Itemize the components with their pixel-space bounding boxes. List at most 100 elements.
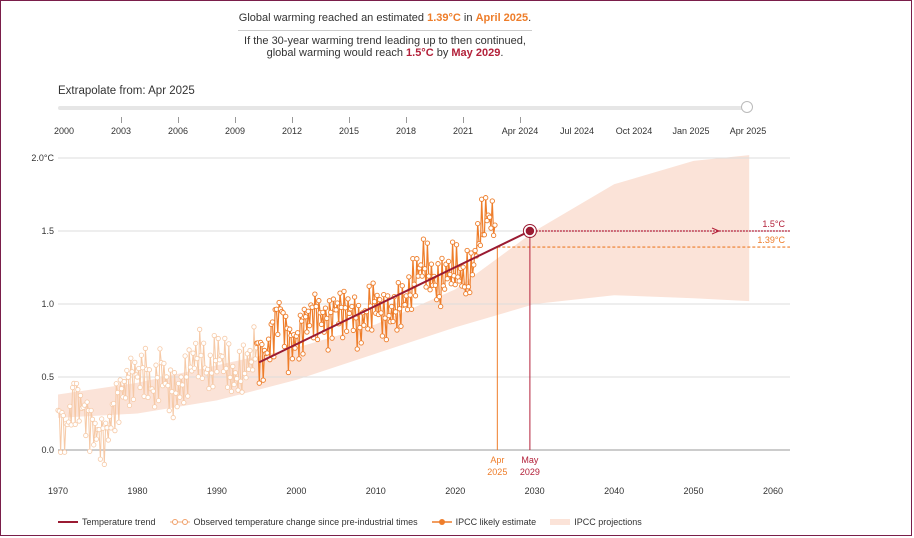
- observed-faded-point: [99, 416, 105, 422]
- projection-band: [58, 155, 750, 418]
- observed-point: [472, 247, 478, 254]
- observed-faded-point: [154, 375, 160, 381]
- observed-point: [265, 336, 272, 342]
- current-warming-date: April 2025: [475, 12, 529, 24]
- slider-tick-label: 2018: [395, 126, 417, 136]
- observed-faded-point: [197, 326, 203, 332]
- observed-point: [314, 336, 321, 343]
- legend-item-observed[interactable]: Observed temperature change since pre-in…: [169, 517, 418, 527]
- observed-point: [445, 258, 452, 265]
- observed-faded-point: [190, 350, 196, 356]
- headline-text: by: [433, 47, 452, 59]
- observed-faded-point: [235, 387, 241, 393]
- observed-group: [253, 195, 498, 386]
- y-tick-label: 0.5: [41, 372, 54, 382]
- observed-point: [379, 333, 386, 339]
- observed-faded-point: [152, 404, 158, 410]
- legend-label: Temperature trend: [82, 517, 156, 527]
- observed-faded-point: [186, 347, 192, 353]
- observed-point: [297, 312, 303, 318]
- observed-faded-point: [191, 365, 197, 371]
- observed-faded-point: [83, 432, 89, 439]
- observed-faded-point: [251, 324, 257, 330]
- observed-point: [259, 341, 265, 348]
- observed-faded-point: [118, 386, 125, 392]
- x-tick-label: 1990: [207, 486, 227, 496]
- reference-label: 1.39°C: [757, 235, 785, 245]
- observed-point: [412, 293, 419, 299]
- target-warming-date: May 2029: [451, 47, 501, 59]
- headline-line-1: Global warming reached an estimated 1.39…: [230, 12, 540, 24]
- observed-faded-point: [111, 400, 117, 407]
- observed-faded-point: [73, 380, 80, 387]
- observed-point: [312, 291, 318, 297]
- observed-faded-point: [230, 363, 236, 369]
- observed-point: [298, 318, 305, 324]
- extrapolate-slider-handle[interactable]: [741, 101, 753, 113]
- slider-tick-mark: [121, 117, 122, 123]
- observed-faded-point: [62, 449, 68, 455]
- observed-point: [256, 380, 262, 386]
- observed-faded-point: [206, 385, 212, 392]
- observed-faded-point: [173, 390, 179, 396]
- observed-point: [432, 282, 439, 288]
- observed-faded-point: [103, 420, 109, 426]
- legend-label: IPCC projections: [574, 517, 642, 527]
- headline-text: Global warming reached an estimated: [238, 12, 428, 24]
- y-tick-label: 0.0: [41, 445, 54, 455]
- observed-faded-point: [150, 388, 156, 394]
- extrapolate-slider-track[interactable]: [58, 106, 748, 110]
- observed-point: [490, 232, 497, 239]
- slider-tick-label: Apr 2025: [729, 126, 767, 136]
- observed-line-icon: [169, 519, 190, 525]
- marker-label-bottom: 2029: [520, 467, 540, 477]
- observed-faded-point: [92, 420, 98, 426]
- observed-point: [386, 312, 392, 319]
- reference-label: 1.5°C: [762, 219, 785, 229]
- observed-point: [396, 306, 403, 312]
- trend-group: [258, 224, 537, 364]
- observed-faded-point: [208, 370, 215, 376]
- observed-faded-point: [215, 335, 221, 342]
- trend-endpoint-ring: [522, 224, 537, 238]
- trend-endpoint: [524, 225, 536, 237]
- observed-point: [289, 356, 296, 362]
- slider-tick-label: 2021: [452, 126, 474, 136]
- current-warming-value: 1.39°C: [427, 12, 461, 24]
- observed-point: [370, 280, 376, 286]
- observed-faded-point: [77, 392, 84, 399]
- observed-point: [486, 214, 493, 220]
- observed-point: [471, 262, 477, 268]
- headline-text: .: [528, 12, 532, 24]
- y-tick-label: 1.0: [41, 299, 54, 309]
- observed-point: [389, 303, 395, 310]
- observed-point: [371, 299, 378, 305]
- marker-label-bottom: 2025: [487, 467, 507, 477]
- legend-item-trend[interactable]: Temperature trend: [58, 517, 156, 527]
- observed-faded-point: [240, 342, 246, 348]
- observed-point: [281, 343, 288, 350]
- observed-faded-point: [239, 389, 245, 395]
- observed-point: [343, 328, 350, 334]
- observed-faded-point: [178, 374, 184, 380]
- legend-item-ipcc-projections[interactable]: IPCC projections: [550, 517, 642, 527]
- observed-point: [444, 276, 450, 282]
- observed-faded-point: [156, 397, 162, 404]
- observed-faded-point: [198, 352, 204, 359]
- legend-item-ipcc-estimate[interactable]: IPCC likely estimate: [431, 517, 536, 527]
- slider-tick-label: Jan 2025: [672, 126, 710, 136]
- observed-point: [406, 274, 412, 280]
- observed-point: [428, 261, 435, 267]
- observed-faded-point: [138, 352, 145, 358]
- headline-divider: [238, 30, 532, 31]
- x-tick-label: 2020: [445, 486, 465, 496]
- reference-lines-group: 1.5°C 1.39°C Apr 2025 May 2029: [487, 219, 790, 477]
- observed-faded-point: [60, 412, 66, 419]
- observed-point: [477, 242, 484, 249]
- headline-line-3: global warming would reach 1.5°C by May …: [230, 47, 540, 59]
- observed-faded-point: [137, 384, 143, 391]
- observed-faded-point: [194, 355, 200, 362]
- headline-text: global warming would reach: [266, 47, 407, 59]
- observed-point: [423, 284, 429, 290]
- x-tick-label: 2010: [366, 486, 386, 496]
